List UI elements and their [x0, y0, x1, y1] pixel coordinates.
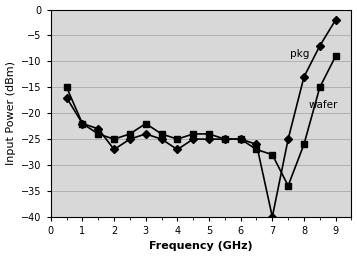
pkg: [112, 148, 116, 151]
pkg: [175, 148, 180, 151]
wafer: [65, 86, 69, 89]
wafer: [80, 122, 85, 125]
pkg: [128, 137, 132, 141]
wafer: [144, 122, 148, 125]
Y-axis label: Input Power (dBm): Input Power (dBm): [6, 61, 16, 165]
Text: pkg: pkg: [290, 49, 309, 59]
wafer: [238, 137, 243, 141]
pkg: [96, 127, 100, 130]
wafer: [286, 184, 290, 187]
pkg: [144, 132, 148, 135]
pkg: [302, 75, 306, 78]
wafer: [318, 86, 322, 89]
pkg: [254, 143, 258, 146]
wafer: [128, 132, 132, 135]
wafer: [254, 148, 258, 151]
Line: pkg: pkg: [64, 17, 338, 220]
pkg: [207, 137, 211, 141]
pkg: [318, 44, 322, 47]
pkg: [223, 137, 227, 141]
pkg: [65, 96, 69, 99]
pkg: [270, 215, 275, 218]
wafer: [159, 132, 164, 135]
wafer: [207, 132, 211, 135]
pkg: [238, 137, 243, 141]
pkg: [159, 137, 164, 141]
Text: wafer: wafer: [309, 100, 338, 111]
pkg: [333, 19, 338, 22]
wafer: [191, 132, 195, 135]
wafer: [96, 132, 100, 135]
Line: wafer: wafer: [64, 53, 339, 189]
wafer: [333, 55, 338, 58]
X-axis label: Frequency (GHz): Frequency (GHz): [149, 241, 253, 251]
pkg: [80, 122, 85, 125]
pkg: [286, 137, 290, 141]
pkg: [191, 137, 195, 141]
wafer: [270, 153, 275, 156]
wafer: [302, 143, 306, 146]
wafer: [175, 137, 180, 141]
wafer: [112, 137, 116, 141]
wafer: [223, 137, 227, 141]
